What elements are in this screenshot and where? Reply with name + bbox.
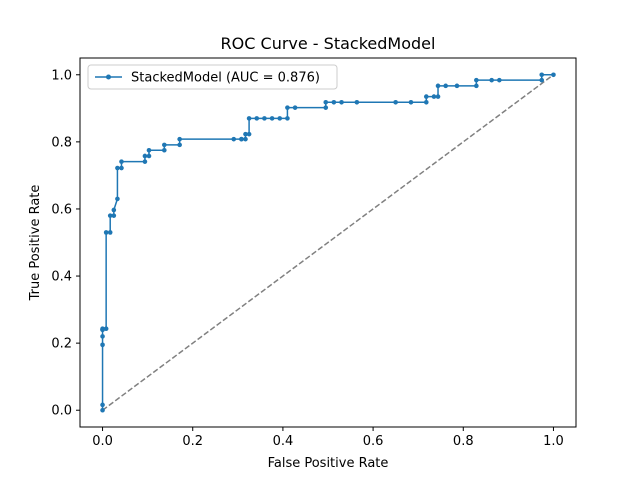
roc-point (107, 230, 113, 235)
roc-point (254, 116, 260, 121)
legend-box (87, 64, 338, 90)
roc-point (243, 131, 248, 137)
roc-point (423, 99, 429, 105)
y-axis: 0.0 0.2 0.4 0.6 0.8 1.0 (51, 68, 80, 419)
plot-area (100, 72, 556, 413)
roc-point (285, 105, 290, 110)
roc-point (177, 136, 182, 142)
roc-point (243, 136, 248, 142)
roc-point (269, 116, 275, 121)
roc-point (474, 77, 479, 83)
y-tick-label: 1.0 (51, 68, 72, 83)
x-axis: 0.0 0.2 0.4 0.6 0.8 1.0 (92, 427, 564, 449)
roc-point (119, 159, 124, 164)
roc-point (115, 196, 120, 202)
x-tick-label: 0.4 (273, 434, 294, 449)
x-tick-label: 0.8 (453, 434, 474, 449)
roc-point (100, 407, 105, 413)
roc-point (146, 153, 152, 159)
roc-point (115, 165, 120, 171)
x-tick-label: 0.2 (182, 434, 203, 449)
roc-point (393, 99, 398, 105)
roc-point (497, 77, 502, 83)
roc-point (323, 105, 329, 110)
roc-point (354, 99, 360, 105)
roc-point (111, 213, 117, 218)
roc-point (246, 131, 252, 137)
roc-point (246, 116, 252, 121)
roc-point (162, 142, 167, 148)
roc-point (103, 326, 109, 332)
roc-point (443, 83, 448, 89)
y-tick-label: 0.8 (51, 135, 72, 150)
roc-point (323, 99, 329, 105)
chart-title: ROC Curve - StackedModel (221, 34, 436, 53)
roc-point (454, 83, 460, 89)
y-tick-label: 0.4 (51, 270, 72, 285)
roc-point (489, 77, 494, 83)
x-tick-label: 0.0 (92, 434, 113, 449)
roc-point (100, 402, 105, 408)
roc-point (435, 94, 441, 99)
y-axis-label: True Positive Rate (28, 185, 43, 302)
y-tick-label: 0.6 (51, 202, 72, 217)
roc-point (435, 83, 441, 89)
legend-marker (106, 74, 111, 80)
roc-point (262, 116, 267, 121)
roc-point (177, 142, 182, 148)
roc-point (292, 105, 298, 110)
roc-point (100, 334, 105, 339)
roc-point (277, 116, 283, 121)
legend-entry-stackedmodel: StackedModel (AUC = 0.876) (131, 71, 320, 86)
plot-frame (79, 57, 577, 428)
roc-point (142, 159, 148, 164)
roc-point (100, 326, 105, 332)
roc-point (142, 153, 148, 159)
roc-point (474, 83, 479, 89)
random-baseline-line (102, 74, 554, 411)
roc-point (119, 165, 124, 171)
roc-point (103, 230, 109, 235)
roc-point (551, 72, 556, 78)
x-tick-label: 0.6 (363, 434, 384, 449)
roc-point (107, 213, 113, 218)
roc-point (539, 72, 545, 78)
y-tick-label: 0.2 (51, 337, 72, 352)
roc-point (423, 94, 429, 99)
legend: StackedModel (AUC = 0.876) (87, 64, 338, 90)
x-axis-label: False Positive Rate (268, 456, 389, 471)
y-tick-label: 0.0 (51, 404, 72, 419)
roc-point (231, 136, 237, 142)
x-tick-label: 1.0 (543, 434, 564, 449)
roc-point (408, 99, 414, 105)
roc-point (539, 77, 545, 83)
roc-point (285, 116, 290, 121)
roc-point (239, 136, 244, 142)
roc-point (431, 94, 437, 99)
roc-point (100, 342, 105, 348)
roc-point (162, 147, 167, 153)
roc-point (339, 99, 344, 105)
roc-point (331, 99, 337, 105)
roc-point (146, 147, 152, 153)
roc-point (111, 207, 117, 213)
